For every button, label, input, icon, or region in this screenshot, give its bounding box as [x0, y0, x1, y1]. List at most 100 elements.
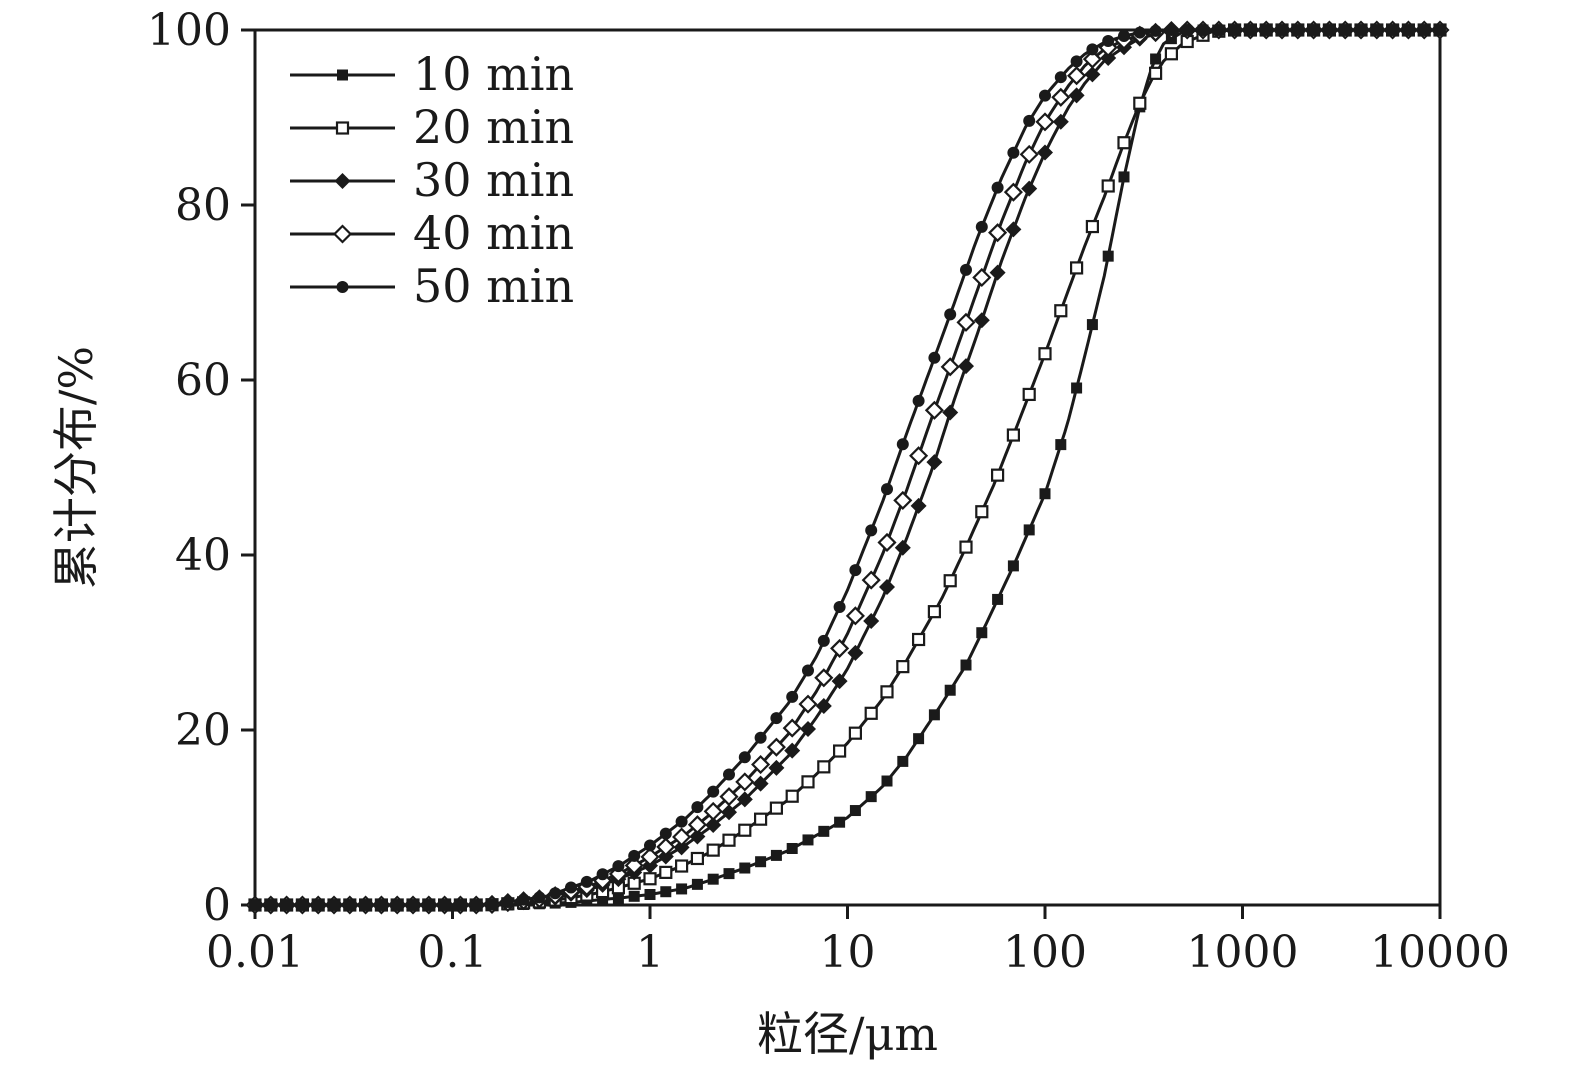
series-marker: [707, 785, 720, 798]
series-marker: [676, 883, 688, 895]
series-marker: [960, 263, 972, 276]
series-marker: [672, 827, 692, 847]
series-marker: [913, 733, 925, 745]
series-marker: [927, 605, 942, 619]
series-marker: [470, 899, 483, 911]
series-marker: [1164, 47, 1179, 61]
series-marker: [723, 768, 735, 781]
series-marker: [861, 570, 881, 590]
y-tick-label: 20: [175, 705, 231, 756]
series-marker: [336, 281, 349, 293]
series-marker: [864, 706, 878, 720]
series-marker: [280, 899, 293, 911]
series-marker: [486, 898, 498, 911]
x-axis-title: 粒径/μm: [757, 1007, 938, 1061]
series-marker: [1084, 66, 1101, 83]
series-marker: [896, 660, 910, 674]
series-marker: [659, 865, 673, 879]
series-marker: [1052, 113, 1069, 130]
series-marker: [533, 891, 546, 904]
series-marker: [1086, 319, 1098, 331]
series-marker: [956, 312, 976, 332]
series-marker: [706, 843, 720, 857]
series-marker: [249, 899, 261, 911]
series-marker: [865, 791, 877, 803]
series-marker: [1054, 304, 1068, 318]
series-marker: [830, 638, 850, 658]
series-marker: [501, 895, 514, 908]
series-marker: [972, 267, 992, 288]
series-marker: [438, 899, 451, 911]
series-marker: [849, 564, 862, 577]
series-marker: [1007, 560, 1019, 572]
series-marker: [752, 775, 769, 792]
series-marker: [910, 497, 927, 514]
series-marker: [644, 839, 656, 852]
series-marker: [640, 847, 660, 867]
legend-item-10-min: 10 min: [290, 47, 574, 101]
series-marker: [675, 815, 688, 828]
x-tick-label: 100: [1003, 927, 1087, 978]
series-marker: [944, 684, 956, 696]
series-marker: [1005, 221, 1022, 238]
series-marker: [1150, 53, 1162, 65]
series-marker: [832, 744, 847, 758]
series-marker: [817, 634, 830, 647]
series-marker: [755, 856, 767, 868]
series-marker: [660, 886, 672, 898]
series-marker: [1402, 24, 1415, 36]
series-marker: [877, 532, 897, 552]
series-marker: [1244, 24, 1257, 36]
series-marker: [1021, 180, 1038, 197]
series-marker: [786, 690, 799, 703]
series-marker: [337, 69, 348, 81]
series-marker: [332, 224, 353, 244]
series-marker: [817, 760, 831, 774]
y-axis-title: 累计分布/%: [49, 346, 103, 589]
series-marker: [1370, 24, 1383, 36]
series-marker: [1102, 35, 1115, 48]
series-marker: [801, 775, 815, 789]
series-marker: [849, 805, 861, 817]
legend-label: 20 min: [413, 100, 574, 154]
series-marker: [786, 842, 798, 854]
series-marker: [1035, 112, 1055, 132]
series-marker: [422, 899, 435, 911]
series-marker: [833, 600, 846, 613]
series-marker: [768, 759, 785, 776]
series-marker: [863, 613, 880, 630]
legend-item-50-min: 50 min: [290, 259, 574, 313]
series-marker: [990, 468, 1005, 482]
series-marker: [831, 673, 848, 690]
series-marker: [735, 772, 755, 792]
series-marker: [1037, 144, 1053, 161]
series-marker: [928, 351, 941, 364]
series-marker: [690, 851, 705, 866]
series-marker: [814, 668, 834, 688]
series-marker: [580, 875, 593, 888]
legend-item-40-min: 40 min: [290, 206, 574, 260]
series-marker: [991, 181, 1004, 194]
series-marker: [1323, 24, 1336, 36]
series-marker: [707, 873, 719, 885]
series-marker: [992, 593, 1004, 605]
series-marker: [628, 890, 640, 902]
series-marker: [784, 742, 801, 759]
series-marker: [723, 868, 735, 880]
series-marker: [1067, 66, 1087, 86]
series-marker: [738, 823, 752, 837]
series-marker: [296, 899, 309, 911]
series-marker: [334, 173, 351, 189]
x-tick-label: 1000: [1187, 927, 1299, 978]
series-marker: [1039, 488, 1051, 500]
series-marker: [834, 816, 846, 828]
series-marker: [1165, 24, 1178, 36]
series-marker: [691, 878, 703, 890]
series-marker: [722, 833, 736, 847]
series-marker: [1068, 87, 1085, 104]
series-marker: [1276, 24, 1288, 36]
series-marker: [705, 816, 722, 833]
series-marker: [1054, 71, 1067, 84]
series-marker: [454, 899, 467, 911]
